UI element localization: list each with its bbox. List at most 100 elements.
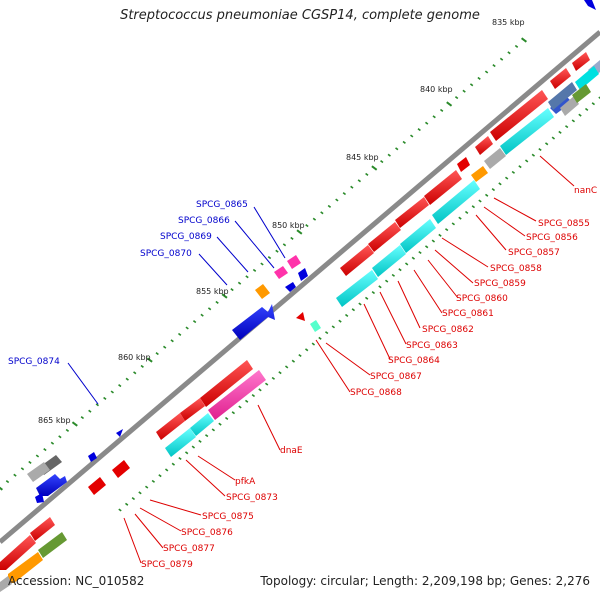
- forward-cds-feature[interactable]: [285, 282, 296, 292]
- cog-feature[interactable]: [274, 266, 288, 279]
- reverse-cds-feature[interactable]: [296, 312, 305, 321]
- minor-tick: [170, 339, 174, 343]
- cog-feature[interactable]: [432, 180, 480, 224]
- kbp-tick-label: 845 kbp: [346, 153, 379, 162]
- reverse-cds-feature[interactable]: [340, 245, 374, 276]
- gene-label[interactable]: SPCG_0855: [538, 219, 590, 229]
- gene-label[interactable]: SPCG_0860: [456, 294, 508, 304]
- reverse-cds-feature[interactable]: [395, 197, 429, 228]
- gene-label[interactable]: SPCG_0868: [350, 388, 402, 398]
- minor-tick: [387, 153, 391, 157]
- reverse-cds-feature[interactable]: [550, 68, 571, 89]
- gene-label[interactable]: SPCG_0857: [508, 248, 560, 258]
- minor-tick: [318, 336, 322, 340]
- cog-feature[interactable]: [287, 255, 301, 269]
- minor-tick: [305, 224, 309, 228]
- reverse-cds-feature[interactable]: [424, 170, 462, 205]
- cog-feature[interactable]: [471, 166, 488, 182]
- gene-label[interactable]: nanC: [574, 186, 597, 196]
- reverse-cds-feature[interactable]: [0, 535, 36, 570]
- major-tick: [221, 293, 228, 299]
- minor-tick: [410, 134, 414, 138]
- minor-tick: [418, 250, 422, 255]
- gene-label[interactable]: SPCG_0876: [181, 528, 233, 538]
- minor-tick: [215, 300, 219, 304]
- major-tick: [296, 229, 303, 235]
- forward-cds-feature[interactable]: [232, 304, 275, 340]
- cog-feature[interactable]: [208, 370, 266, 420]
- gene-label[interactable]: SPCG_0865: [196, 200, 248, 210]
- gene-label[interactable]: dnaE: [280, 446, 303, 456]
- major-tick: [71, 421, 78, 427]
- reverse-cds-feature[interactable]: [368, 222, 401, 252]
- reverse-cds-feature[interactable]: [88, 477, 106, 495]
- reverse-cds-feature[interactable]: [457, 157, 470, 172]
- cog-feature[interactable]: [400, 219, 436, 253]
- major-tick: [520, 37, 528, 43]
- cog-feature[interactable]: [310, 320, 321, 332]
- reverse-cds-feature[interactable]: [112, 460, 130, 478]
- cog-feature[interactable]: [38, 532, 67, 558]
- reverse-cds-feature[interactable]: [180, 398, 205, 421]
- minor-tick: [462, 89, 466, 93]
- cog-feature[interactable]: [500, 108, 554, 155]
- cog-feature[interactable]: [27, 462, 50, 482]
- minor-tick: [271, 376, 276, 380]
- minor-tick: [458, 216, 462, 220]
- reverse-cds-feature[interactable]: [490, 90, 548, 141]
- cog-feature[interactable]: [484, 148, 506, 169]
- gene-label[interactable]: SPCG_0859: [474, 279, 526, 289]
- cog-feature[interactable]: [572, 84, 591, 103]
- gene-label[interactable]: pfkA: [235, 477, 256, 487]
- gene-label[interactable]: SPCG_0879: [141, 560, 193, 570]
- cog-feature[interactable]: [8, 552, 43, 583]
- cog-feature[interactable]: [190, 413, 214, 436]
- cog-feature[interactable]: [372, 245, 406, 277]
- gene-label[interactable]: SPCG_0866: [178, 216, 230, 226]
- reverse-cds-feature[interactable]: [475, 136, 493, 155]
- forward-cds-feature[interactable]: [36, 474, 67, 496]
- gene-label[interactable]: SPCG_0856: [526, 233, 578, 243]
- reverse-cds-feature[interactable]: [200, 360, 253, 407]
- forward-cds-feature[interactable]: [116, 429, 123, 437]
- forward-cds-feature[interactable]: [35, 493, 44, 503]
- minor-tick: [544, 142, 549, 146]
- gene-label[interactable]: SPCG_0861: [442, 309, 494, 319]
- gene-label[interactable]: SPCG_0869: [160, 232, 212, 242]
- gene-label[interactable]: SPCG_0864: [388, 356, 440, 366]
- gene-label[interactable]: SPCG_0858: [490, 264, 542, 274]
- gene-label[interactable]: SPCG_0867: [370, 372, 422, 382]
- cog-feature[interactable]: [255, 284, 270, 299]
- minor-tick: [432, 115, 436, 119]
- cog-feature[interactable]: [165, 428, 196, 457]
- forward-cds-feature[interactable]: [298, 268, 308, 281]
- gene-label[interactable]: SPCG_0862: [422, 325, 474, 335]
- gene-label[interactable]: SPCG_0863: [406, 341, 458, 351]
- reverse-cds-feature[interactable]: [572, 52, 590, 71]
- minor-tick: [492, 64, 496, 68]
- inner-tick-ring: [118, 96, 600, 512]
- gene-label[interactable]: SPCG_0873: [226, 493, 278, 503]
- genome-backbone: [0, 30, 600, 544]
- gene-label[interactable]: SPCG_0877: [163, 544, 215, 554]
- gene-label[interactable]: SPCG_0870: [140, 249, 192, 259]
- minor-tick: [444, 228, 449, 232]
- minor-tick: [477, 76, 481, 80]
- cog-feature[interactable]: [548, 82, 577, 110]
- cog-feature[interactable]: [336, 270, 378, 307]
- gene-label[interactable]: SPCG_0874: [8, 357, 60, 367]
- minor-tick: [350, 185, 354, 189]
- minor-tick: [491, 188, 496, 192]
- minor-tick: [504, 176, 509, 180]
- minor-tick: [371, 291, 376, 295]
- cog-feature[interactable]: [560, 96, 579, 116]
- minor-tick: [291, 359, 296, 363]
- forward-cds-feature[interactable]: [550, 96, 572, 114]
- reverse-cds-feature[interactable]: [156, 413, 185, 440]
- cog-feature[interactable]: [0, 576, 12, 592]
- minor-tick: [591, 102, 596, 106]
- forward-cds-feature[interactable]: [88, 452, 97, 462]
- cog-feature[interactable]: [575, 66, 599, 90]
- gene-label[interactable]: SPCG_0875: [202, 512, 254, 522]
- reverse-cds-feature[interactable]: [30, 517, 55, 541]
